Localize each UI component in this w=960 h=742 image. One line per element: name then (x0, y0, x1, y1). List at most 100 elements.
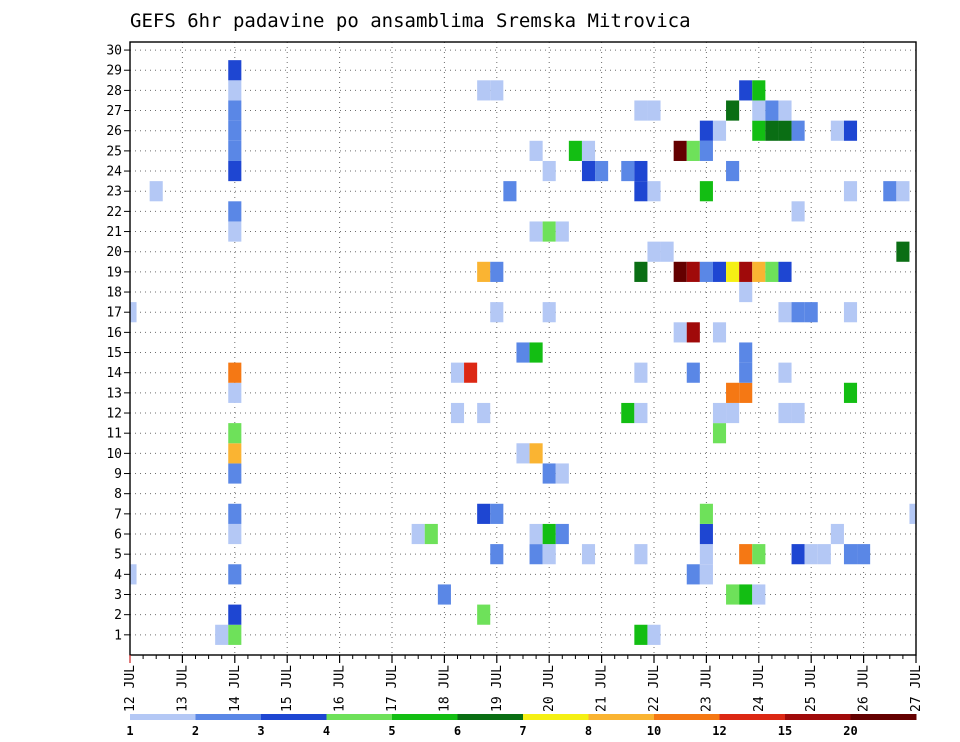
cell-m26-2020-07-23T06 (712, 120, 727, 141)
cell-m10-2020-07-19T12 (516, 443, 530, 464)
cell-m24-2020-07-23T12 (726, 160, 740, 182)
cell-m4-2020-07-23T00 (699, 564, 713, 585)
cell-m10-2020-07-14T00 (228, 443, 242, 464)
y-tick-label-13: 13 (106, 386, 122, 401)
legend-label-12: 12 (712, 724, 726, 738)
cell-m6-2020-07-14T00 (228, 523, 242, 545)
cell-m5-2020-07-26T00 (857, 544, 871, 565)
y-tick-label-10: 10 (106, 447, 122, 462)
legend-swatch-5 (392, 714, 458, 720)
cell-m20-2020-07-22T06 (660, 241, 674, 262)
cell-m14-2020-07-22T18 (686, 362, 700, 383)
cell-m12-2020-07-23T06 (712, 402, 727, 424)
y-tick-label-15: 15 (106, 346, 122, 361)
cell-m5-2020-07-25T00 (804, 544, 818, 565)
y-tick-label-28: 28 (106, 84, 122, 99)
y-tick-label-4: 4 (114, 568, 122, 583)
y-tick-label-26: 26 (106, 124, 122, 139)
cell-m26-2020-07-14T00 (228, 120, 242, 141)
cell-m5-2020-07-20T00 (542, 544, 556, 565)
x-tick-label-2: 14 JUL (228, 665, 243, 712)
cell-m17-2020-07-19T00 (490, 302, 504, 323)
x-tick-label-9: 21 JUL (595, 665, 610, 712)
cell-m4-2020-07-14T00 (228, 564, 242, 585)
cell-m23-2020-07-12T12 (149, 181, 163, 202)
cell-m6-2020-07-17T18 (424, 523, 438, 545)
legend-swatch-1 (130, 714, 196, 720)
y-tick-label-8: 8 (114, 487, 122, 502)
cell-m15-2020-07-23T18 (739, 342, 753, 363)
cell-m28-2020-07-24T00 (752, 80, 766, 101)
y-tick-label-18: 18 (106, 286, 122, 301)
legend-swatch-3 (261, 714, 327, 720)
cell-m19-2020-07-22T18 (686, 261, 700, 282)
cell-m14-2020-07-23T18 (739, 362, 753, 383)
cell-m19-2020-07-24T12 (778, 261, 792, 282)
y-tick-label-5: 5 (114, 548, 122, 563)
cell-m5-2020-07-19T18 (529, 544, 543, 565)
cell-m26-2020-07-24T18 (791, 120, 805, 141)
cell-m27-2020-07-14T00 (228, 100, 242, 121)
legend-swatch-2 (195, 714, 262, 720)
x-tick-label-0: 12 JUL (123, 665, 138, 712)
y-tick-label-2: 2 (114, 608, 122, 623)
cell-m19-2020-07-23T18 (739, 261, 753, 282)
x-tick-label-5: 17 JUL (385, 665, 400, 712)
cell-m16-2020-07-22T18 (686, 322, 700, 343)
y-tick-label-17: 17 (106, 306, 122, 321)
cell-m23-2020-07-26T18 (896, 181, 910, 202)
cell-m27-2020-07-24T12 (778, 100, 792, 121)
chart-title: GEFS 6hr padavine po ansamblima Sremska … (130, 10, 691, 32)
cell-m24-2020-07-20T18 (581, 160, 596, 182)
y-tick-label-14: 14 (106, 366, 122, 381)
cell-m21-2020-07-20T00 (542, 221, 556, 242)
y-tick-label-20: 20 (106, 245, 122, 260)
cell-m15-2020-07-19T12 (516, 342, 530, 363)
cell-m4-2020-07-12T00 (130, 564, 137, 585)
cell-m21-2020-07-14T00 (228, 221, 242, 242)
legend-label-6: 6 (454, 724, 461, 738)
cell-m25-2020-07-22T12 (673, 140, 687, 161)
cell-m28-2020-07-18T18 (477, 80, 491, 101)
cell-m23-2020-07-25T18 (843, 181, 858, 202)
cell-m23-2020-07-19T06 (503, 181, 517, 202)
cell-m1-2020-07-22T00 (647, 624, 661, 645)
cell-m12-2020-07-23T12 (726, 402, 740, 424)
y-tick-label-7: 7 (114, 507, 122, 522)
cell-m11-2020-07-14T00 (228, 423, 242, 444)
cell-m19-2020-07-18T18 (477, 261, 491, 282)
cell-m1-2020-07-14T00 (228, 624, 242, 645)
cell-m26-2020-07-24T06 (765, 120, 779, 141)
cell-m6-2020-07-20T06 (555, 523, 569, 545)
cell-m5-2020-07-25T06 (817, 544, 831, 565)
x-tick-label-6: 18 JUL (437, 665, 452, 712)
cell-m28-2020-07-23T18 (739, 80, 753, 101)
cell-m6-2020-07-17T12 (411, 523, 425, 545)
cell-m20-2020-07-26T18 (896, 241, 910, 262)
cell-m28-2020-07-14T00 (228, 80, 242, 101)
x-tick-label-13: 25 JUL (804, 665, 819, 712)
cell-m26-2020-07-24T00 (752, 120, 766, 141)
y-tick-label-29: 29 (106, 64, 122, 79)
cell-m17-2020-07-25T18 (843, 302, 858, 323)
cell-m5-2020-07-23T18 (739, 544, 753, 565)
cell-m27-2020-07-22T00 (647, 100, 661, 121)
cell-m25-2020-07-20T12 (568, 140, 582, 161)
cell-m24-2020-07-14T00 (228, 160, 242, 182)
cell-m19-2020-07-24T06 (765, 261, 779, 282)
cell-m16-2020-07-23T06 (712, 322, 727, 343)
cell-m19-2020-07-19T00 (490, 261, 504, 282)
legend-swatch-4 (326, 714, 393, 720)
cell-m4-2020-07-22T18 (686, 564, 700, 585)
cell-m7-2020-07-23T00 (699, 503, 713, 524)
cell-m19-2020-07-22T12 (673, 261, 687, 282)
cell-m24-2020-07-20T00 (542, 160, 556, 182)
cell-m13-2020-07-25T18 (843, 382, 858, 403)
legend-swatch-20 (850, 714, 917, 720)
cell-m25-2020-07-20T18 (581, 140, 596, 161)
y-tick-label-23: 23 (106, 185, 122, 200)
y-tick-label-25: 25 (106, 144, 122, 159)
cell-m6-2020-07-19T18 (529, 523, 543, 545)
x-tick-label-10: 22 JUL (647, 665, 662, 712)
cell-m24-2020-07-21T18 (634, 160, 648, 182)
